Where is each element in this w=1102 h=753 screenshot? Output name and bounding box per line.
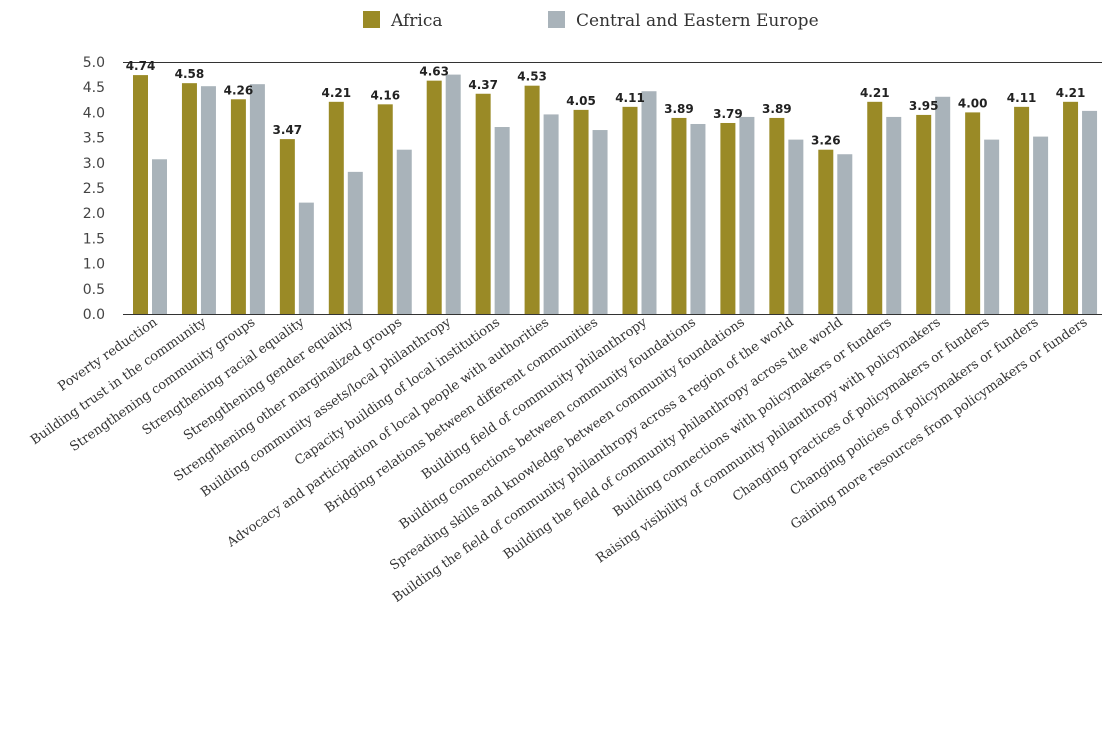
bar-cee <box>1033 136 1049 314</box>
data-label-africa: 4.26 <box>224 83 254 97</box>
y-tick-label: 0.0 <box>83 307 105 323</box>
bars <box>133 74 1098 315</box>
bar-africa <box>622 106 638 314</box>
bar-cee <box>445 74 461 314</box>
data-label-africa: 4.11 <box>615 91 645 105</box>
bar-africa <box>720 122 736 314</box>
bar-cee <box>592 130 608 314</box>
y-tick-label: 4.5 <box>83 80 105 96</box>
bar-cee <box>494 127 510 315</box>
bar-cee <box>543 114 559 314</box>
legend-swatch-cee <box>548 11 565 28</box>
data-label-africa: 3.95 <box>909 99 939 113</box>
y-tick-label: 2.0 <box>83 206 105 222</box>
data-label-africa: 4.16 <box>370 88 400 102</box>
bar-africa <box>1063 101 1079 314</box>
bar-africa <box>328 101 344 314</box>
bar-africa <box>279 139 295 314</box>
bar-cee <box>396 149 412 314</box>
bar-africa <box>1014 106 1030 314</box>
data-label-africa: 4.05 <box>566 94 596 108</box>
bar-africa <box>133 75 148 314</box>
data-label-africa: 4.00 <box>958 96 988 110</box>
y-tick-label: 1.0 <box>83 257 105 273</box>
bar-africa <box>475 93 491 314</box>
data-label-africa: 4.21 <box>860 86 890 100</box>
bar-africa <box>426 80 442 314</box>
data-label-africa: 4.11 <box>1007 91 1037 105</box>
bar-africa <box>230 99 246 315</box>
bar-cee <box>347 171 363 314</box>
data-label-africa: 4.53 <box>517 70 547 84</box>
y-tick-label: 2.5 <box>83 181 105 197</box>
data-label-africa: 3.26 <box>811 134 841 148</box>
data-label-africa: 4.37 <box>468 78 498 92</box>
bar-africa <box>524 85 540 314</box>
bar-cee <box>641 91 657 315</box>
data-label-africa: 4.58 <box>175 67 205 81</box>
bar-africa <box>818 149 834 314</box>
legend-label-africa: Africa <box>390 11 443 31</box>
bar-africa <box>573 109 589 314</box>
data-label-africa: 4.63 <box>419 65 449 79</box>
y-tick-label: 5.0 <box>83 55 105 71</box>
y-tick-label: 3.5 <box>83 131 105 147</box>
bar-cee <box>935 96 951 314</box>
bar-africa <box>377 104 393 314</box>
y-tick-label: 0.5 <box>83 282 105 298</box>
bar-cee <box>690 123 706 314</box>
bar-cee <box>837 154 853 314</box>
data-label-africa: 3.89 <box>664 102 694 116</box>
bar-cee <box>886 116 902 314</box>
bar-africa <box>769 117 785 314</box>
bar-cee <box>200 86 216 314</box>
data-labels: 4.74 4.58 4.26 3.47 4.21 4.16 4.63 4.37 4.53 4.05… <box>126 59 1086 148</box>
bar-africa <box>867 101 883 314</box>
data-label-africa: 4.74 <box>126 59 156 73</box>
y-tick-label: 1.5 <box>83 231 105 247</box>
bar-africa <box>671 117 687 314</box>
bar-africa <box>181 83 197 314</box>
bar-cee <box>152 159 167 314</box>
bar-cee <box>788 139 804 314</box>
data-label-africa: 3.47 <box>273 123 303 137</box>
data-label-africa: 3.89 <box>762 102 792 116</box>
bar-africa <box>965 112 981 315</box>
bar-cee <box>984 139 1000 314</box>
legend-swatch-africa <box>363 11 380 28</box>
data-label-africa: 4.21 <box>321 86 351 100</box>
data-label-africa: 4.21 <box>1056 86 1086 100</box>
bar-cee <box>298 202 314 314</box>
legend: Africa Central and Eastern Europe <box>363 11 819 31</box>
y-tick-label: 4.0 <box>83 105 105 121</box>
bar-cee <box>739 116 755 314</box>
bar-cee <box>1082 110 1098 314</box>
y-axis: 0.0 0.5 1.0 1.5 2.0 2.5 3.0 3.5 4.0 4.5 5.0 <box>83 55 1102 323</box>
bar-cee <box>249 84 265 315</box>
y-tick-label: 3.0 <box>83 156 105 172</box>
data-label-africa: 3.79 <box>713 107 743 121</box>
legend-label-cee: Central and Eastern Europe <box>576 11 819 31</box>
bar-africa <box>916 114 932 314</box>
